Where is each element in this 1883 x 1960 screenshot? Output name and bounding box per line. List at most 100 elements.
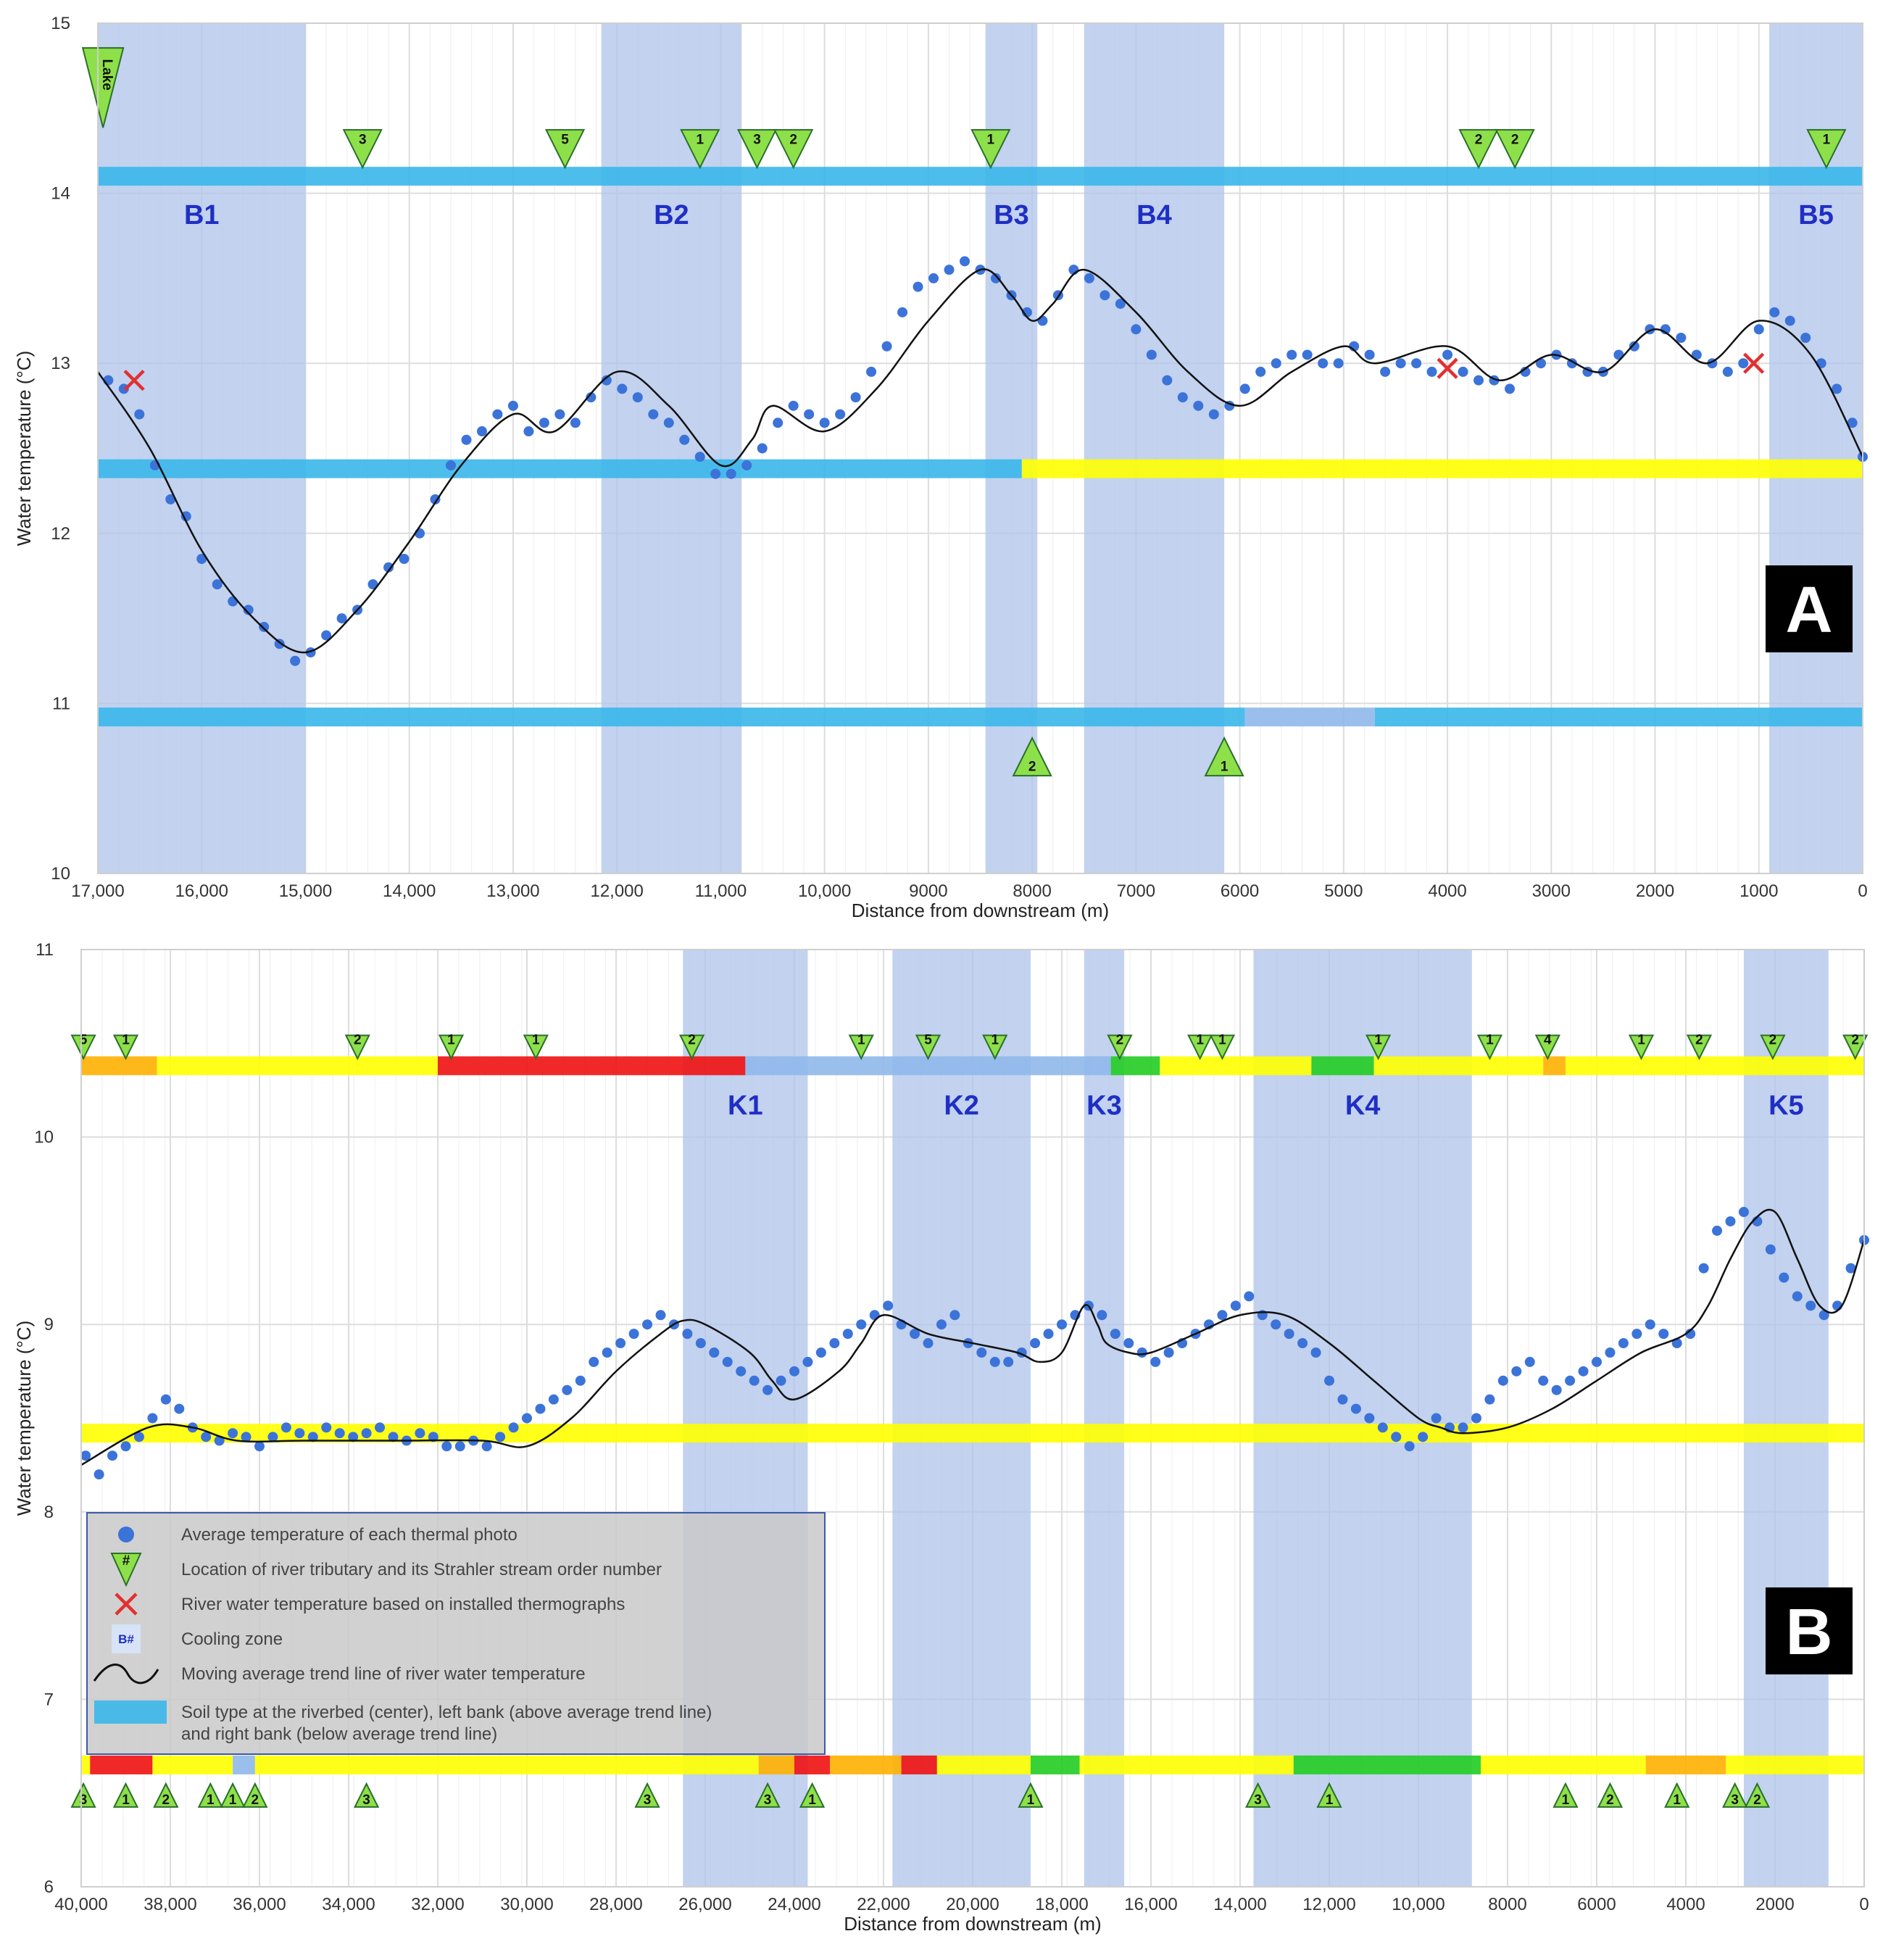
- temperature-point: [829, 1338, 840, 1349]
- temperature-point: [321, 630, 332, 641]
- temperature-point: [1779, 1272, 1790, 1283]
- thermograph-marker: [1437, 357, 1458, 379]
- tributary-order: 2: [354, 1032, 362, 1047]
- tributary-order: 1: [1823, 133, 1831, 148]
- temperature-point: [1131, 324, 1142, 335]
- tributary-order: 1: [808, 1793, 816, 1808]
- cooling-zone-label: B5: [1798, 200, 1834, 231]
- x-tick-label: 2000: [1755, 1895, 1794, 1914]
- tributary-marker: [1366, 1034, 1392, 1060]
- temperature-point: [1239, 383, 1250, 394]
- temperature-point: [535, 1403, 546, 1414]
- y-tick-label: 13: [51, 354, 70, 373]
- temperature-point: [196, 553, 207, 564]
- temperature-point: [241, 1432, 252, 1442]
- temperature-point: [804, 409, 815, 420]
- tributary-marker: [1012, 736, 1052, 777]
- temperature-point: [1043, 1329, 1054, 1340]
- tributary-marker: [1316, 1782, 1342, 1808]
- temperature-point: [1244, 1291, 1255, 1302]
- panel-b: 40,000 38,000 36,000 34,000 32,000 30,000 28,0…: [13, 940, 1869, 1935]
- temperature-point: [1505, 383, 1515, 394]
- tributary-marker: [112, 1034, 139, 1060]
- cooling-zone-label: B1: [184, 200, 220, 231]
- tributary-marker: [70, 1782, 96, 1808]
- tributary-marker: [678, 1034, 705, 1060]
- temperature-point: [1753, 324, 1764, 335]
- tributary-marker: [344, 1034, 370, 1060]
- temperature-point: [1784, 315, 1795, 326]
- temperature-point: [1520, 366, 1531, 377]
- temperature-point: [883, 1300, 894, 1311]
- cooling-zone-label: K5: [1768, 1091, 1804, 1121]
- temperature-point: [762, 1384, 773, 1395]
- soil-band-segment: [1021, 459, 1863, 478]
- temperature-point: [1442, 349, 1453, 360]
- temperature-point: [1805, 1300, 1816, 1311]
- temperature-point: [1511, 1366, 1522, 1376]
- x-tick-label: 14,000: [383, 881, 436, 901]
- temperature-point: [336, 613, 347, 624]
- temperature-point: [1230, 1300, 1241, 1311]
- temperature-point: [228, 596, 238, 607]
- temperature-point: [776, 1375, 786, 1386]
- temperature-point: [1592, 1356, 1602, 1367]
- y-tick-label: 7: [44, 1690, 54, 1709]
- x-tick-label: 28,000: [589, 1895, 642, 1914]
- temperature-point: [694, 452, 705, 462]
- legend-tributary-symbol: #: [122, 1553, 130, 1569]
- temperature-point: [165, 494, 176, 504]
- temperature-point: [280, 1422, 291, 1433]
- tributary-marker: [197, 1782, 223, 1808]
- soil-band-segment: [1079, 1755, 1294, 1774]
- temperature-point: [928, 273, 939, 283]
- soil-band-segment: [233, 1755, 255, 1774]
- soil-band-segment: [1293, 1755, 1481, 1774]
- tributary-order: 5: [80, 1032, 88, 1047]
- x-axis-title: Distance from downstream (m): [852, 900, 1109, 921]
- temperature-point: [243, 605, 254, 615]
- tributary-marker: [982, 1034, 1008, 1060]
- temperature-point: [1458, 366, 1468, 377]
- temperature-point: [773, 418, 783, 428]
- temperature-point: [1484, 1394, 1495, 1405]
- temperature-point: [160, 1394, 171, 1405]
- tributary-order: 1: [1027, 1793, 1035, 1808]
- y-tick-label: 9: [44, 1315, 54, 1334]
- temperature-point: [562, 1384, 573, 1395]
- tributary-order: 1: [857, 1032, 865, 1047]
- temperature-point: [1658, 1329, 1669, 1340]
- tributary-marker: [1458, 129, 1499, 170]
- cooling-zone: [1769, 23, 1863, 873]
- temperature-point: [1123, 1338, 1134, 1349]
- tributary-marker: [1534, 1034, 1560, 1060]
- tributary-order: 1: [1486, 1032, 1494, 1047]
- temperature-point: [1003, 1356, 1014, 1367]
- temperature-point: [133, 1432, 144, 1442]
- temperature-point: [1100, 290, 1110, 301]
- temperature-point: [632, 392, 643, 403]
- temperature-point: [710, 468, 721, 479]
- temperature-point: [523, 426, 534, 437]
- temperature-point: [361, 1428, 372, 1439]
- tributary-order: 1: [532, 1032, 540, 1047]
- temperature-point: [923, 1338, 934, 1349]
- temperature-point: [601, 375, 612, 386]
- tributary-marker: [1686, 1034, 1713, 1060]
- temperature-point: [1391, 1432, 1402, 1442]
- temperature-point: [212, 579, 223, 590]
- temperature-point: [492, 409, 503, 420]
- tributary-order: 2: [1028, 760, 1036, 775]
- temperature-point: [415, 1428, 425, 1439]
- temperature-point: [454, 1441, 465, 1452]
- temperature-point: [617, 383, 628, 394]
- temperature-point: [1792, 1291, 1803, 1302]
- temperature-point: [628, 1329, 639, 1340]
- legend-box: [86, 1512, 826, 1755]
- soil-band-segment: [254, 1755, 759, 1774]
- y-tick-label: 10: [34, 1128, 54, 1147]
- temperature-point: [428, 1432, 438, 1442]
- tributary-order: 2: [252, 1793, 259, 1808]
- x-tick-label: 5000: [1324, 881, 1363, 901]
